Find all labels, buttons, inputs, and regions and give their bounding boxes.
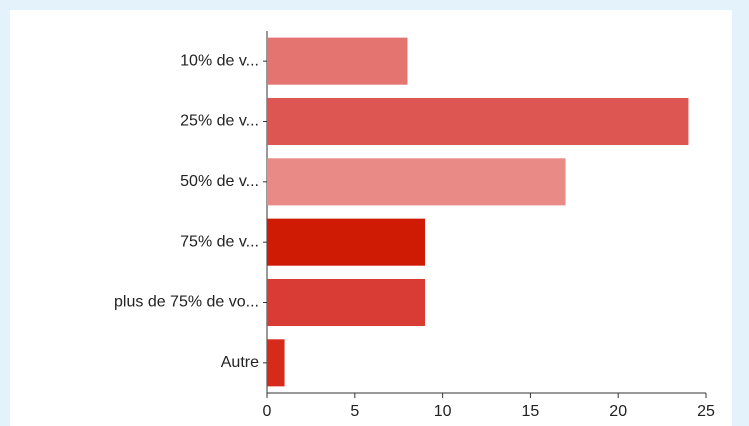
y-tick-label: 75% de v...: [180, 233, 259, 250]
x-tick-label: 10: [434, 403, 452, 420]
y-tick-label: Autre: [221, 354, 259, 371]
x-tick-label: 0: [263, 403, 272, 420]
y-tick-label: 25% de v...: [180, 113, 259, 130]
y-tick-label: plus de 75% de vo...: [114, 294, 259, 311]
bar: [267, 278, 426, 327]
y-tick-label: 50% de v...: [180, 173, 259, 190]
x-tick-label: 15: [522, 403, 540, 420]
bar: [267, 339, 285, 387]
x-tick-label: 25: [697, 403, 715, 420]
bar: [267, 158, 566, 206]
x-tick-label: 20: [609, 403, 627, 420]
bar: [267, 37, 408, 85]
bar: [267, 218, 426, 266]
y-tick-label: 10% de v...: [180, 52, 259, 69]
bar: [267, 97, 689, 146]
x-tick-label: 5: [350, 403, 359, 420]
